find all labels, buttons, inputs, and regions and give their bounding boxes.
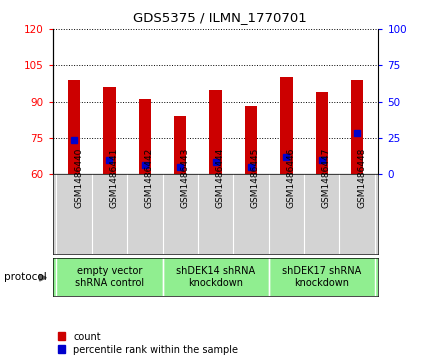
- Text: GSM1486442: GSM1486442: [145, 147, 154, 208]
- Text: GSM1486440: GSM1486440: [74, 147, 83, 208]
- Text: GDS5375 / ILMN_1770701: GDS5375 / ILMN_1770701: [133, 11, 307, 24]
- Legend: count, percentile rank within the sample: count, percentile rank within the sample: [58, 331, 238, 355]
- Text: empty vector
shRNA control: empty vector shRNA control: [75, 266, 144, 287]
- Bar: [68, 80, 80, 174]
- Text: protocol: protocol: [4, 272, 47, 282]
- Bar: [209, 90, 222, 174]
- Text: GSM1486443: GSM1486443: [180, 147, 189, 208]
- Text: GSM1486447: GSM1486447: [322, 147, 331, 208]
- Bar: [174, 116, 187, 174]
- Text: shDEK14 shRNA
knockdown: shDEK14 shRNA knockdown: [176, 266, 255, 287]
- Bar: [103, 87, 116, 174]
- Text: GSM1486448: GSM1486448: [357, 147, 366, 208]
- Text: GSM1486444: GSM1486444: [216, 147, 224, 208]
- Bar: [245, 106, 257, 174]
- Text: GSM1486445: GSM1486445: [251, 147, 260, 208]
- Text: shDEK17 shRNA
knockdown: shDEK17 shRNA knockdown: [282, 266, 361, 287]
- Text: GSM1486441: GSM1486441: [110, 147, 118, 208]
- Text: GSM1486446: GSM1486446: [286, 147, 295, 208]
- Bar: [139, 99, 151, 174]
- Bar: [315, 92, 328, 174]
- Bar: [351, 80, 363, 174]
- Bar: [280, 77, 293, 174]
